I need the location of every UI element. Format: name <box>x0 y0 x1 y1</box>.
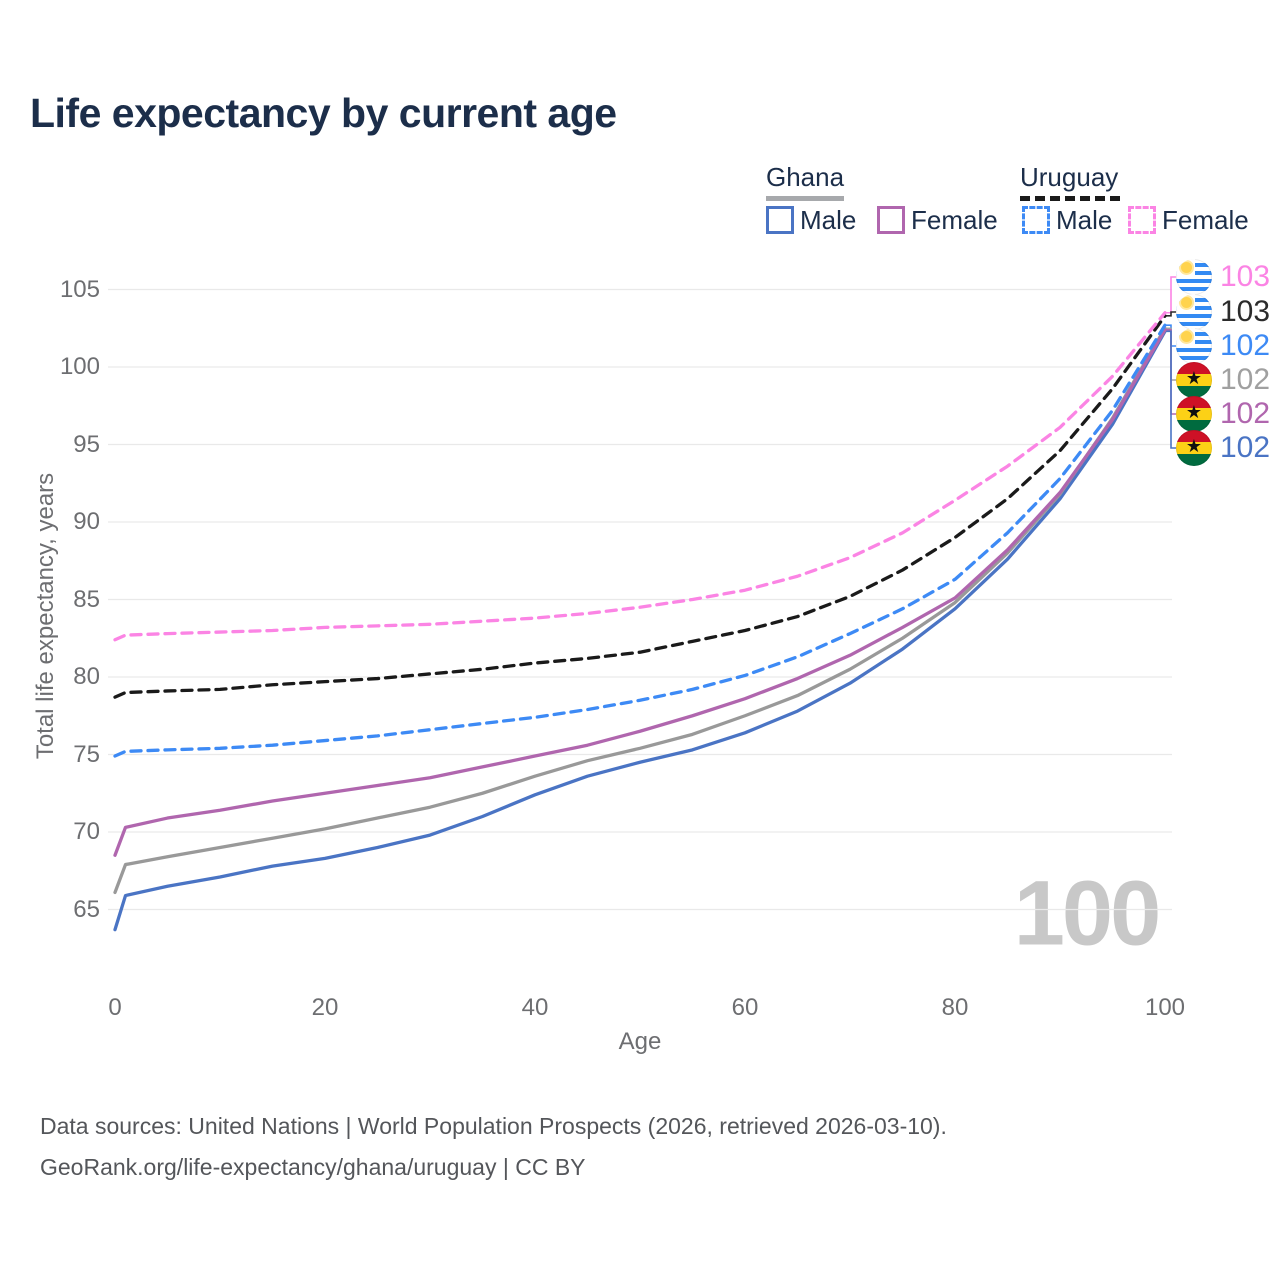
series-line-uruguay-female <box>113 311 1167 642</box>
end-value: 103 <box>1220 295 1271 328</box>
x-tick-label: 40 <box>521 994 549 1021</box>
end-value: 102 <box>1220 329 1271 362</box>
x-tick-label: 20 <box>311 994 339 1021</box>
legend-swatch-uruguay-female[interactable] <box>1128 206 1156 234</box>
end-value: 102 <box>1220 363 1271 396</box>
end-value: 103 <box>1220 260 1271 293</box>
footer: Data sources: United Nations | World Pop… <box>40 1106 947 1188</box>
series-line-uruguay <box>113 314 1167 699</box>
end-label-ghana-male: 102 <box>1176 430 1270 466</box>
age-counter-watermark: 100 <box>1013 862 1161 965</box>
attribution-link-text[interactable]: GeoRank.org/life-expectancy/ghana/urugua… <box>40 1154 586 1180</box>
series-line-ghana-female <box>113 328 1167 857</box>
x-axis-title: Age <box>618 1028 662 1055</box>
series-line-uruguay-male <box>113 323 1167 758</box>
y-tick-label: 90 <box>73 508 100 535</box>
end-value: 102 <box>1220 397 1271 430</box>
ghana-flag-icon <box>1176 430 1212 466</box>
legend-label-uruguay-female[interactable]: Female <box>1162 205 1249 235</box>
end-label-connector <box>1165 330 1176 449</box>
y-tick-label: 105 <box>59 275 100 303</box>
legend-group-uruguay-label: Uruguay <box>1020 162 1119 192</box>
legend-label-ghana-female[interactable]: Female <box>911 205 998 235</box>
end-label-uruguay-total: 103 <box>1176 294 1270 330</box>
page-title: Life expectancy by current age <box>30 90 617 136</box>
y-tick-label: 95 <box>73 430 100 458</box>
end-label-uruguay-male: 102 <box>1176 328 1270 364</box>
y-tick-label: 75 <box>73 740 100 768</box>
x-tick-label: 80 <box>941 994 969 1021</box>
legend-group-ghana-label: Ghana <box>766 162 845 192</box>
series-line-ghana <box>113 326 1167 895</box>
end-label-uruguay-female: 103 <box>1176 259 1270 295</box>
y-tick-label: 80 <box>73 663 100 690</box>
end-label-ghana-total: 102 <box>1176 362 1270 398</box>
legend-swatch-ghana-male[interactable] <box>766 206 794 234</box>
y-tick-label: 65 <box>73 895 100 923</box>
y-tick-label: 85 <box>73 585 100 613</box>
legend-uruguay-line-sample <box>1020 196 1120 201</box>
x-tick-label: 60 <box>731 994 759 1021</box>
y-tick-label: 70 <box>73 818 100 845</box>
legend-ghana-line-sample <box>766 196 844 201</box>
legend-swatch-ghana-female[interactable] <box>877 206 905 234</box>
uruguay-flag-icon <box>1176 259 1212 295</box>
legend-label-uruguay-male[interactable]: Male <box>1056 205 1113 235</box>
series-line-ghana-male <box>113 329 1167 932</box>
legend-swatch-uruguay-male[interactable] <box>1022 206 1050 234</box>
ghana-flag-icon <box>1176 362 1212 398</box>
uruguay-flag-icon <box>1176 294 1212 330</box>
end-label-connector <box>1165 276 1176 314</box>
ghana-flag-icon <box>1176 396 1212 432</box>
data-sources-text: Data sources: United Nations | World Pop… <box>40 1113 947 1139</box>
end-value: 102 <box>1220 431 1271 464</box>
end-label-ghana-female: 102 <box>1176 396 1270 432</box>
uruguay-flag-icon <box>1176 328 1212 364</box>
x-tick-label: 0 <box>108 994 122 1021</box>
legend-label-ghana-male[interactable]: Male <box>800 205 857 235</box>
end-label-connector <box>1165 311 1176 317</box>
x-tick-label: 100 <box>1144 994 1186 1021</box>
y-tick-label: 100 <box>59 353 100 380</box>
